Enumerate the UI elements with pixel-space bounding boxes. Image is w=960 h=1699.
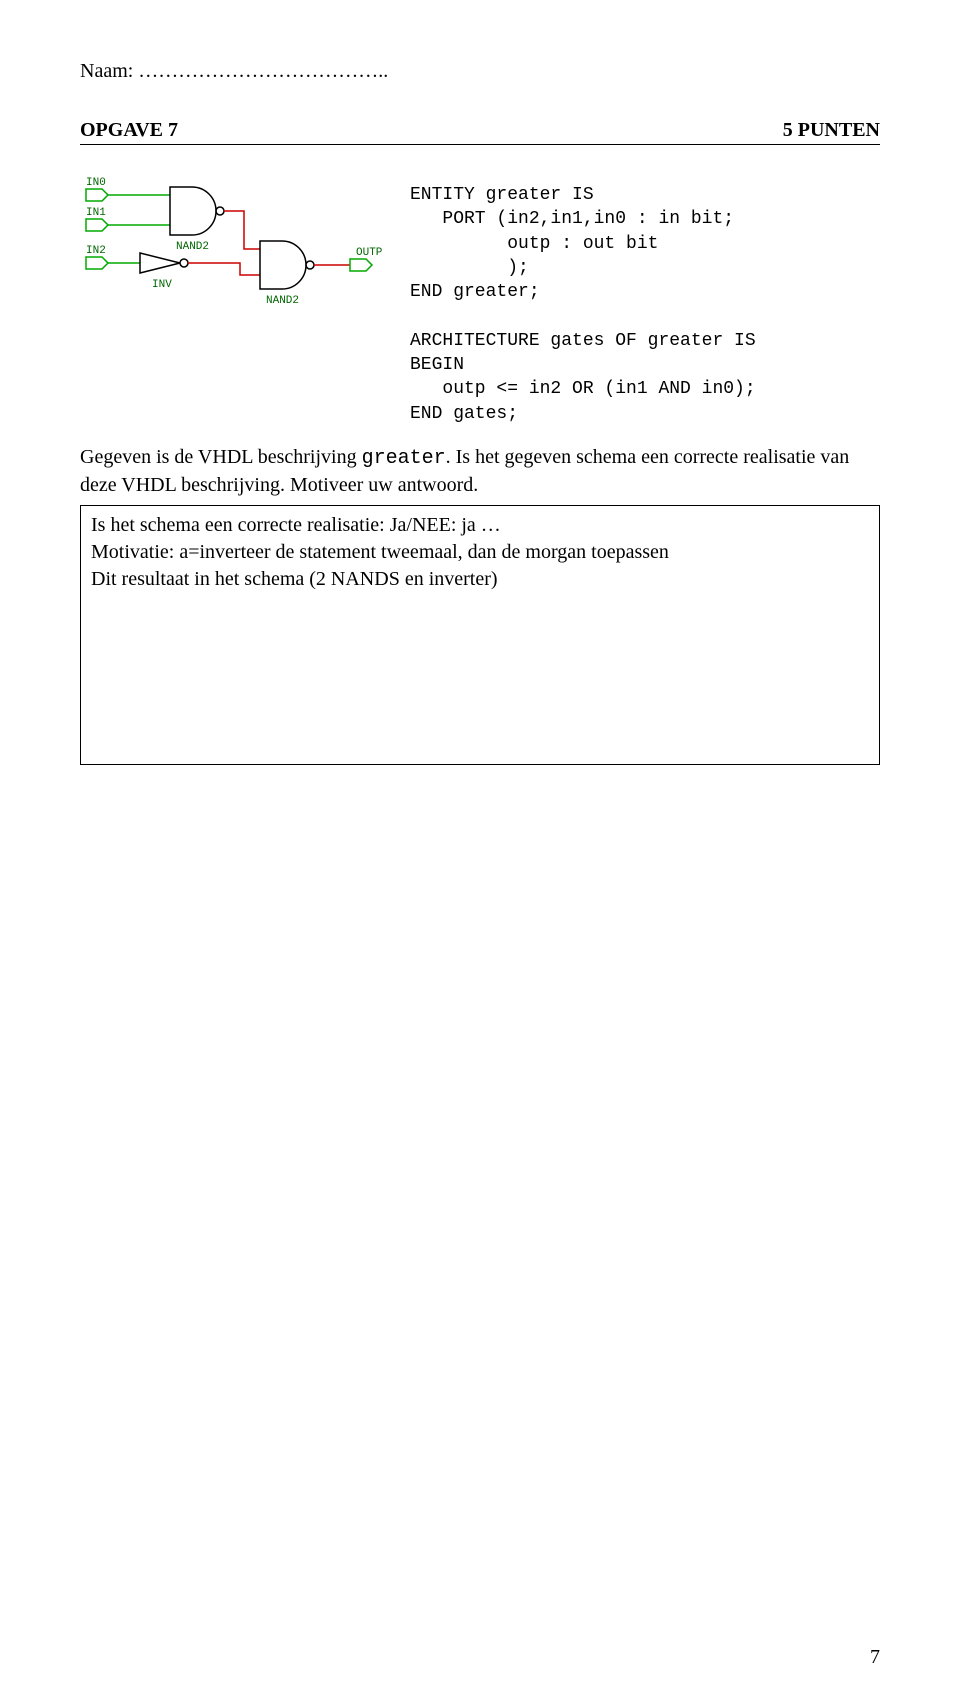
punten-number: 5 [783,119,793,141]
gate-nand-bottom: NAND2 [260,241,314,307]
content-row: IN0 IN1 IN2 NAND2 [80,163,880,426]
answer-line-1: Is het schema een correcte realisatie: J… [91,512,869,539]
answer-line-3: Dit resultaat in het schema (2 NANDS en … [91,566,869,593]
q-pre: Gegeven is de VHDL beschrijving [80,446,362,468]
pin-in0: IN0 [86,177,108,201]
naam-line: Naam: ……………………………….. [80,60,880,83]
exercise-header: OPGAVE 7 5 PUNTEN [80,119,880,145]
opgave-label: OPGAVE [80,119,163,141]
label-nand-bottom: NAND2 [266,295,299,307]
opgave-title: OPGAVE 7 [80,119,178,142]
answer-box: Is het schema een correcte realisatie: J… [80,505,880,765]
punten-title: 5 PUNTEN [783,119,880,142]
q-code: greater [362,447,446,470]
question-text: Gegeven is de VHDL beschrijving greater.… [80,444,880,499]
pin-outp: OUTP [350,247,383,271]
answer-line-2: Motivatie: a=inverteer de statement twee… [91,539,869,566]
wire-inv-out [188,263,260,275]
label-nand-top: NAND2 [176,241,209,253]
gate-nand-top: NAND2 [170,187,224,253]
gate-inv: INV [140,253,188,291]
punten-label: PUNTEN [798,119,880,141]
label-in2: IN2 [86,245,106,257]
label-outp: OUTP [356,247,383,259]
label-in1: IN1 [86,207,106,219]
wire-nand-out [224,211,260,249]
opgave-number: 7 [168,119,178,141]
page: Naam: ……………………………….. OPGAVE 7 5 PUNTEN I… [0,0,960,1699]
circuit-schematic: IN0 IN1 IN2 NAND2 [80,163,400,328]
schematic-svg: IN0 IN1 IN2 NAND2 [80,163,400,323]
label-inv: INV [152,279,172,291]
pin-in2: IN2 [86,245,108,269]
pin-in1: IN1 [86,207,108,231]
label-in0: IN0 [86,177,106,189]
vhdl-code: ENTITY greater IS PORT (in2,in1,in0 : in… [410,183,880,426]
page-number: 7 [870,1646,880,1669]
